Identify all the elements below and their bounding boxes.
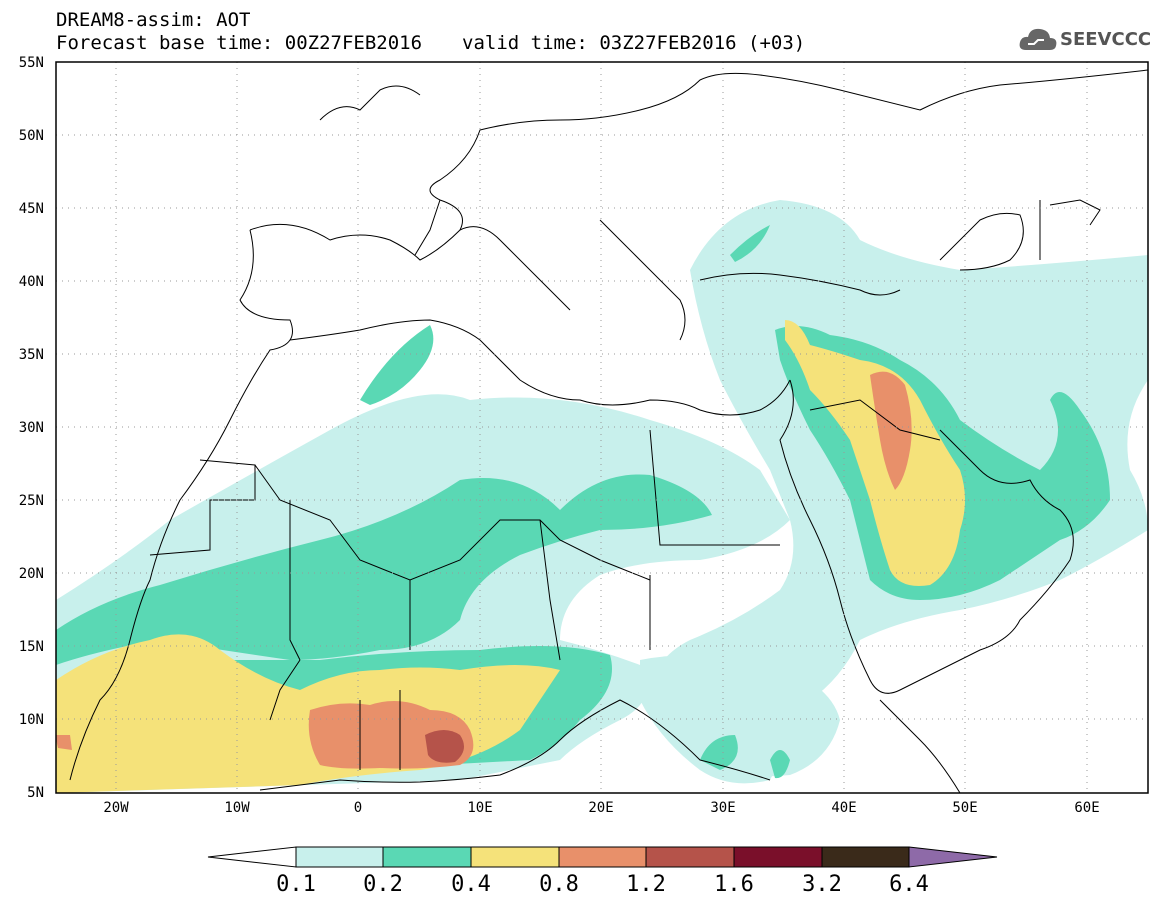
colorbar-swatch bbox=[558, 846, 647, 868]
lat-label: 40N bbox=[18, 274, 44, 290]
aot-field bbox=[56, 200, 1148, 793]
coastlines bbox=[69, 69, 1148, 793]
lon-label: 20E bbox=[588, 800, 614, 816]
lat-label: 35N bbox=[18, 347, 44, 363]
lat-label: 15N bbox=[18, 639, 44, 655]
valid-time: valid time: 03Z27FEB2016 (+03) bbox=[462, 32, 806, 54]
lat-label: 25N bbox=[18, 493, 44, 509]
lon-label: 40E bbox=[831, 800, 857, 816]
lat-label: 50N bbox=[18, 128, 44, 144]
time-info: Forecast base time: 00Z27FEB2016 valid ti… bbox=[56, 33, 805, 53]
lat-label: 45N bbox=[18, 201, 44, 217]
lon-label: 30E bbox=[710, 800, 736, 816]
map-frame bbox=[55, 61, 1149, 794]
colorbar-label: 0.1 bbox=[276, 872, 316, 897]
cloud-icon bbox=[1019, 28, 1057, 50]
colorbar-swatch bbox=[470, 846, 560, 868]
colorbar-swatch bbox=[645, 846, 735, 868]
colorbar-label: 0.4 bbox=[451, 872, 491, 897]
colorbar-swatch bbox=[733, 846, 823, 868]
colorbar-swatch bbox=[821, 846, 910, 868]
lon-label: 10E bbox=[467, 800, 493, 816]
lat-label: 20N bbox=[18, 566, 44, 582]
lat-label: 10N bbox=[18, 712, 44, 728]
logo-text: SEEVCCC bbox=[1060, 29, 1152, 50]
colorbar-swatch bbox=[382, 846, 472, 868]
seevccc-logo: SEEVCCC bbox=[1018, 24, 1158, 56]
lon-label: 10W bbox=[224, 800, 250, 816]
colorbar-swatch bbox=[295, 846, 384, 868]
colorbar-low-arrow bbox=[207, 846, 297, 868]
gridlines bbox=[56, 62, 1148, 793]
lon-label: 50E bbox=[952, 800, 978, 816]
colorbar-label: 0.8 bbox=[539, 872, 579, 897]
lat-label: 30N bbox=[18, 420, 44, 436]
colorbar-label: 1.2 bbox=[626, 872, 666, 897]
lat-label: 55N bbox=[18, 55, 44, 71]
colorbar bbox=[207, 846, 998, 868]
lon-label: 0 bbox=[353, 800, 363, 816]
lat-label: 5N bbox=[27, 785, 44, 801]
colorbar-label: 0.2 bbox=[363, 872, 403, 897]
map-title: DREAM8-assim: AOT bbox=[56, 9, 251, 31]
colorbar-label: 6.4 bbox=[889, 872, 929, 897]
colorbar-label: 3.2 bbox=[802, 872, 842, 897]
colorbar-label: 1.6 bbox=[714, 872, 754, 897]
lon-label: 20W bbox=[103, 800, 129, 816]
colorbar-high-arrow bbox=[908, 846, 998, 868]
base-time: Forecast base time: 00Z27FEB2016 bbox=[56, 32, 423, 54]
lon-label: 60E bbox=[1074, 800, 1100, 816]
